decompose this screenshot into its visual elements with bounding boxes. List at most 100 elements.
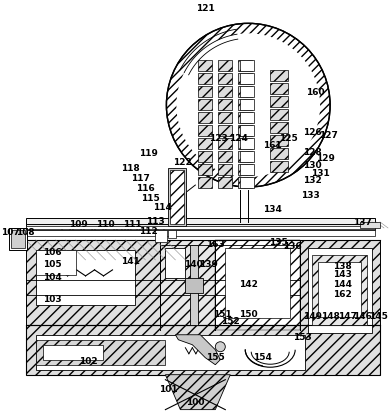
Text: 137: 137 bbox=[353, 219, 372, 227]
Bar bbox=[199, 138, 212, 149]
Bar bbox=[218, 60, 232, 71]
Text: 139: 139 bbox=[199, 261, 218, 269]
Bar bbox=[318, 262, 361, 317]
Text: 143: 143 bbox=[333, 270, 351, 279]
Bar bbox=[240, 99, 254, 110]
Circle shape bbox=[167, 23, 330, 187]
Bar bbox=[240, 112, 254, 123]
Text: 116: 116 bbox=[136, 184, 155, 192]
Bar bbox=[270, 96, 288, 107]
Bar bbox=[35, 250, 76, 275]
Bar bbox=[218, 73, 232, 84]
Bar bbox=[199, 112, 212, 123]
Text: 123: 123 bbox=[209, 134, 228, 143]
Bar bbox=[199, 125, 212, 136]
Bar bbox=[240, 151, 254, 162]
Text: 128: 128 bbox=[303, 148, 321, 157]
Bar bbox=[35, 340, 165, 365]
Bar bbox=[270, 83, 288, 94]
Bar bbox=[199, 151, 212, 162]
Bar bbox=[240, 125, 254, 136]
Text: 115: 115 bbox=[141, 194, 160, 203]
Text: 107: 107 bbox=[1, 229, 20, 238]
Bar bbox=[165, 248, 185, 278]
Text: 101: 101 bbox=[159, 385, 178, 394]
Bar bbox=[308, 248, 372, 333]
Bar bbox=[26, 226, 375, 229]
Text: 153: 153 bbox=[293, 333, 312, 342]
Text: 125: 125 bbox=[279, 134, 298, 143]
Text: 144: 144 bbox=[333, 280, 352, 289]
Bar bbox=[238, 177, 252, 188]
Bar bbox=[199, 86, 212, 97]
Text: 136: 136 bbox=[283, 242, 301, 252]
Circle shape bbox=[215, 342, 225, 352]
Bar bbox=[238, 99, 252, 110]
Text: 151: 151 bbox=[213, 310, 232, 319]
Bar bbox=[35, 250, 135, 305]
Text: 147: 147 bbox=[338, 312, 356, 321]
Text: 149: 149 bbox=[303, 312, 322, 321]
Bar bbox=[218, 164, 232, 175]
Bar bbox=[11, 230, 25, 248]
Bar bbox=[218, 151, 232, 162]
Text: 142: 142 bbox=[239, 280, 258, 289]
Bar bbox=[199, 164, 212, 175]
Bar bbox=[238, 73, 252, 84]
Bar bbox=[300, 240, 380, 340]
Bar bbox=[218, 138, 232, 149]
Text: 134: 134 bbox=[263, 206, 282, 215]
Text: 161: 161 bbox=[263, 141, 282, 150]
Bar bbox=[26, 325, 380, 375]
Text: 109: 109 bbox=[69, 220, 88, 229]
Bar bbox=[199, 73, 212, 84]
Bar bbox=[190, 245, 199, 325]
Bar bbox=[218, 177, 232, 188]
Text: 140: 140 bbox=[184, 261, 203, 269]
Text: 138: 138 bbox=[333, 262, 351, 271]
Bar bbox=[218, 99, 232, 110]
Text: 118: 118 bbox=[121, 164, 140, 173]
Bar bbox=[215, 240, 300, 330]
Text: 141: 141 bbox=[121, 257, 140, 266]
Bar bbox=[238, 112, 252, 123]
Text: 133: 133 bbox=[301, 191, 319, 199]
Text: 127: 127 bbox=[319, 131, 338, 140]
Bar bbox=[168, 230, 176, 238]
Bar bbox=[225, 248, 290, 318]
Bar bbox=[312, 255, 367, 325]
Bar bbox=[199, 60, 212, 71]
Polygon shape bbox=[176, 335, 220, 365]
Text: 108: 108 bbox=[16, 229, 35, 238]
Text: 155: 155 bbox=[206, 353, 225, 362]
Bar bbox=[185, 278, 203, 293]
Text: 103: 103 bbox=[43, 296, 62, 304]
Text: 122: 122 bbox=[173, 157, 192, 166]
Bar bbox=[160, 240, 215, 330]
Bar bbox=[360, 222, 380, 228]
Bar bbox=[238, 125, 252, 136]
Bar bbox=[215, 240, 300, 330]
Text: 160: 160 bbox=[306, 88, 324, 97]
Text: 112: 112 bbox=[139, 227, 158, 236]
Text: 152: 152 bbox=[221, 317, 240, 326]
Polygon shape bbox=[165, 375, 230, 410]
Bar bbox=[240, 177, 254, 188]
Bar bbox=[26, 222, 375, 230]
Bar bbox=[240, 164, 254, 175]
Text: 145: 145 bbox=[369, 312, 387, 321]
Bar bbox=[43, 345, 103, 360]
Text: 126: 126 bbox=[303, 128, 321, 136]
Text: 132: 132 bbox=[303, 175, 321, 185]
Bar bbox=[156, 230, 167, 242]
Bar bbox=[238, 164, 252, 175]
Text: 148: 148 bbox=[321, 312, 340, 321]
Text: 104: 104 bbox=[43, 273, 62, 282]
Text: 154: 154 bbox=[253, 353, 272, 362]
Bar bbox=[199, 99, 212, 110]
Text: 163: 163 bbox=[206, 240, 225, 249]
Bar bbox=[270, 148, 288, 159]
Bar bbox=[240, 86, 254, 97]
Bar bbox=[270, 109, 288, 120]
Bar bbox=[240, 73, 254, 84]
